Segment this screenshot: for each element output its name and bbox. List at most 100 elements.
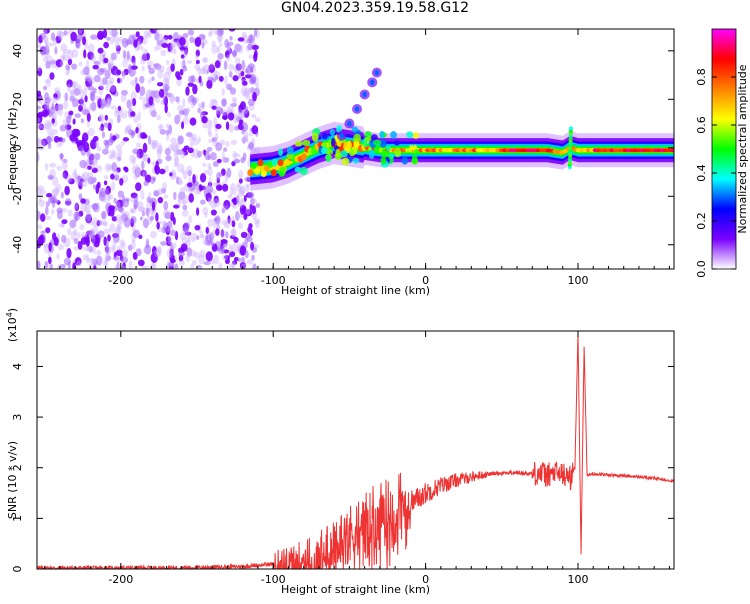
noise-speck <box>84 204 91 213</box>
snr-line <box>37 332 674 569</box>
noise-speck <box>202 207 209 215</box>
noise-speck <box>218 75 224 82</box>
noise-speck <box>168 144 176 151</box>
noise-speck <box>232 151 238 160</box>
noise-speck <box>116 114 121 124</box>
noise-speck <box>208 177 212 186</box>
noise-speck <box>244 238 249 249</box>
noise-speck <box>205 192 212 202</box>
ridge-scatter <box>411 154 418 164</box>
noise-speck <box>251 205 257 215</box>
noise-speck <box>41 34 49 42</box>
noise-speck <box>246 38 252 44</box>
noise-speck <box>59 263 66 269</box>
noise-speck <box>115 249 123 257</box>
noise-speck <box>188 75 194 84</box>
noise-speck <box>58 30 64 41</box>
noise-speck <box>216 220 220 230</box>
noise-speck <box>154 165 158 172</box>
noise-speck <box>223 221 231 229</box>
noise-speck <box>203 169 209 175</box>
noise-speck <box>218 185 222 191</box>
noise-speck <box>93 241 100 248</box>
noise-speck <box>102 221 108 227</box>
noise-speck <box>220 248 225 253</box>
noise-speck <box>57 243 65 251</box>
noise-speck <box>50 58 57 69</box>
noise-speck <box>56 253 60 260</box>
noise-speck <box>63 30 68 36</box>
noise-speck <box>181 237 190 244</box>
noise-speck <box>230 228 237 238</box>
noise-speck <box>78 145 85 152</box>
noise-speck <box>44 79 50 84</box>
noise-speck <box>78 193 83 200</box>
noise-speck <box>96 181 101 189</box>
noise-speck <box>226 105 232 115</box>
noise-speck <box>81 172 86 180</box>
bottom-plot-frame <box>36 330 675 570</box>
noise-speck <box>86 112 91 122</box>
noise-speck <box>238 178 243 184</box>
noise-speck <box>240 70 245 77</box>
noise-speck <box>83 49 87 59</box>
noise-speck <box>161 43 169 48</box>
noise-speck <box>92 249 97 255</box>
noise-speck <box>178 191 186 201</box>
noise-speck <box>187 169 192 177</box>
noise-speck <box>49 72 55 80</box>
noise-speck <box>85 158 91 167</box>
noise-speck <box>169 172 173 177</box>
noise-speck <box>80 118 85 123</box>
noise-speck <box>121 241 126 250</box>
noise-speck <box>230 102 237 108</box>
noise-speck <box>121 265 127 269</box>
noise-speck <box>86 171 94 182</box>
noise-speck <box>245 183 250 188</box>
noise-speck <box>203 56 208 64</box>
noise-speck <box>122 212 127 219</box>
noise-speck <box>45 136 53 143</box>
noise-speck <box>171 142 179 153</box>
noise-speck <box>90 53 96 63</box>
noise-speck <box>64 198 72 207</box>
noise-speck <box>47 42 54 47</box>
noise-speck <box>207 125 212 135</box>
noise-speck <box>232 158 241 164</box>
noise-speck <box>227 123 235 133</box>
noise-speck <box>137 206 145 213</box>
noise-speck <box>85 253 90 264</box>
noise-speck <box>211 229 216 238</box>
noise-speck <box>44 40 48 47</box>
noise-speck <box>174 263 179 269</box>
noise-speck <box>248 54 253 60</box>
noise-speck <box>90 139 97 150</box>
noise-speck <box>141 65 145 72</box>
noise-speck <box>176 180 184 185</box>
noise-speck <box>37 95 44 105</box>
noise-speck <box>66 248 72 259</box>
noise-speck <box>182 32 189 39</box>
y-tick-label: 2 <box>11 464 24 471</box>
noise-speck <box>174 157 180 166</box>
noise-speck <box>137 201 144 212</box>
noise-speck <box>175 96 180 103</box>
noise-speck <box>177 195 182 203</box>
noise-speck <box>244 209 253 217</box>
noise-speck <box>167 111 172 118</box>
noise-speck <box>122 137 130 142</box>
ridge-scatter <box>394 140 400 146</box>
noise-speck <box>183 150 188 156</box>
noise-speck <box>251 254 255 261</box>
noise-speck <box>109 208 115 217</box>
noise-speck <box>184 231 192 236</box>
noise-speck <box>179 37 186 46</box>
noise-speck <box>214 60 221 69</box>
noise-speck <box>235 194 240 205</box>
noise-speck <box>51 118 55 124</box>
noise-speck <box>48 256 52 265</box>
noise-speck <box>148 96 154 106</box>
noise-speck <box>124 125 132 134</box>
noise-speck <box>50 208 55 215</box>
noise-speck <box>216 171 221 181</box>
